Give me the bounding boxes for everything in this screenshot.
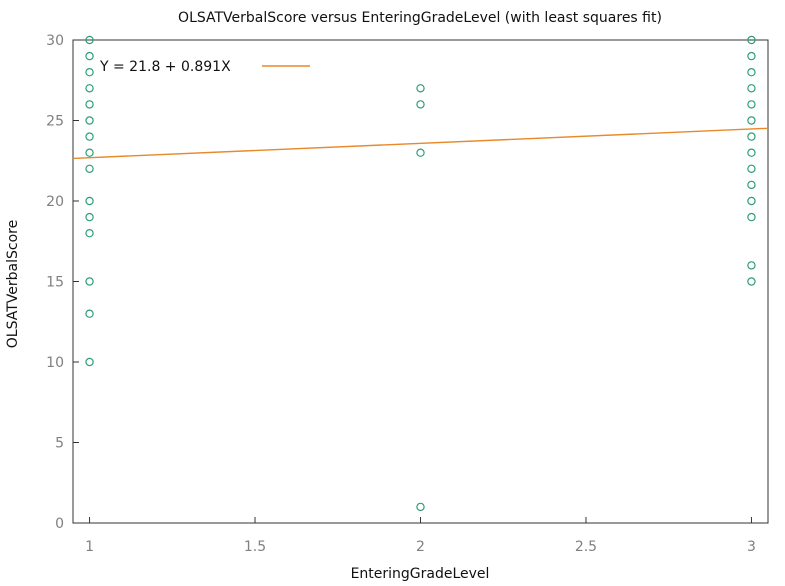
data-point	[85, 148, 94, 157]
data-point	[747, 180, 756, 190]
x-tick-label: 3	[747, 539, 756, 555]
x-axis: 1 1.5 2 2.5 3	[85, 517, 756, 555]
legend-entry-fit: Y = 21.8 + 0.891X	[99, 59, 231, 75]
y-tick-label: 20	[46, 194, 64, 210]
data-point	[747, 51, 756, 61]
plot-frame	[72, 39, 769, 524]
x-tick-label: 1	[85, 539, 94, 555]
x-tick-label: 2.5	[575, 539, 597, 555]
y-axis-label: OLSATVerbalScore	[5, 220, 21, 348]
data-point	[85, 228, 94, 238]
y-tick-label: 0	[55, 516, 64, 532]
data-point	[416, 502, 425, 512]
data-point	[747, 148, 756, 157]
data-point	[416, 148, 425, 157]
data-point	[747, 261, 756, 270]
chart-title: OLSATVerbalScore versus EnteringGradeLev…	[178, 10, 662, 26]
data-point	[85, 212, 94, 222]
data-point	[85, 357, 94, 367]
data-point	[85, 132, 94, 141]
data-point	[747, 212, 756, 222]
data-points	[85, 35, 756, 512]
data-point	[747, 277, 756, 286]
data-point	[85, 84, 94, 93]
data-point	[747, 35, 756, 45]
x-tick-label: 1.5	[244, 539, 266, 555]
data-point	[747, 100, 756, 109]
data-point	[747, 84, 756, 93]
y-tick-label: 5	[55, 436, 64, 452]
data-point	[85, 67, 94, 77]
x-tick-label: 2	[416, 539, 425, 555]
y-axis: 0 5 10 15 20 25 30	[46, 33, 79, 532]
data-point	[85, 51, 94, 61]
legend: Y = 21.8 + 0.891X	[99, 59, 310, 75]
data-point	[85, 100, 94, 109]
data-point	[416, 84, 425, 93]
y-tick-label: 25	[46, 114, 64, 130]
data-point	[747, 116, 756, 125]
x-axis-label: EnteringGradeLevel	[351, 566, 490, 582]
data-point	[85, 116, 94, 125]
y-tick-label: 10	[46, 355, 64, 371]
data-point	[747, 132, 756, 141]
data-point	[85, 277, 94, 286]
y-tick-label: 30	[46, 33, 64, 49]
data-point	[85, 35, 94, 45]
fit-line-group	[72, 127, 769, 160]
y-tick-label: 15	[46, 275, 64, 291]
data-point	[85, 164, 94, 173]
data-point	[85, 196, 94, 206]
data-point	[747, 196, 756, 206]
data-point	[85, 309, 94, 318]
data-point	[747, 67, 756, 77]
fit-line	[72, 127, 769, 160]
data-point	[416, 100, 425, 109]
data-point	[747, 164, 756, 173]
